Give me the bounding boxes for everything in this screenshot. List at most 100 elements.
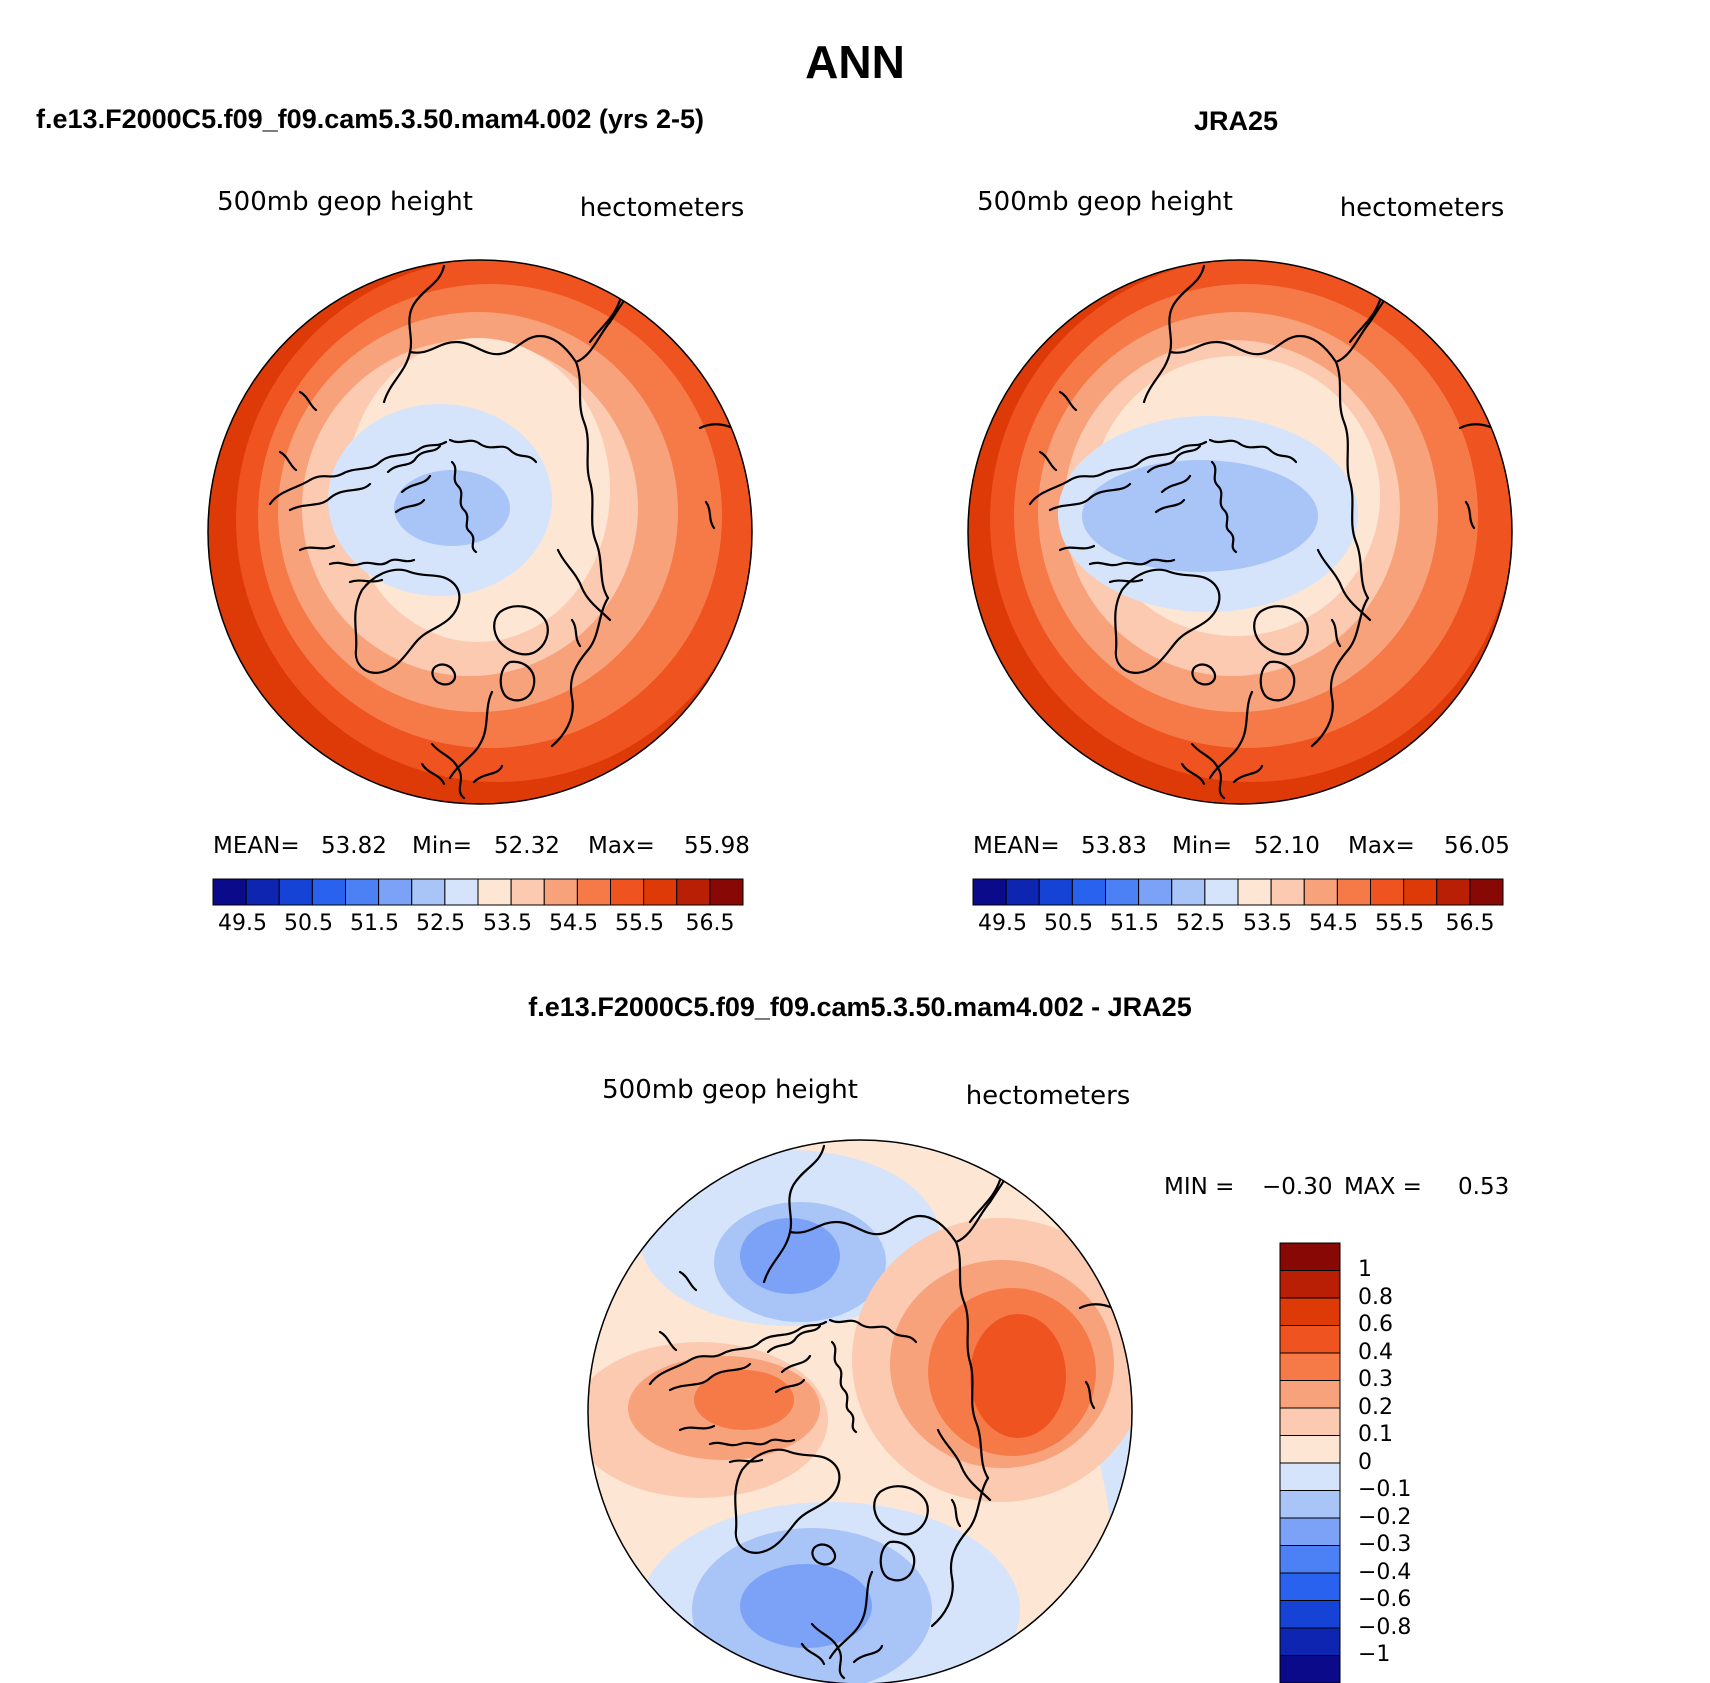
panel-obs-colorbar-swatch bbox=[1303, 878, 1338, 906]
panel-obs-right-label: hectometers bbox=[1340, 193, 1505, 223]
panel-obs-tick: 50.5 bbox=[1044, 911, 1093, 936]
panel-diff-tick: −0.4 bbox=[1358, 1560, 1411, 1585]
panel-model-right-label: hectometers bbox=[580, 193, 745, 223]
panel-diff-contour-fill bbox=[588, 1140, 1132, 1683]
panel-obs-colorbar-swatch bbox=[1005, 878, 1040, 906]
panel-diff-title: f.e13.F2000C5.f09_f09.cam5.3.50.mam4.002… bbox=[528, 992, 1191, 1022]
panel-diff-right-label: hectometers bbox=[966, 1081, 1131, 1111]
panel-diff-colorbar-ticks: 1 0.8 0.6 0.4 0.3 0.2 0.1 0 −0.1 −0.2 −0… bbox=[1358, 1257, 1418, 1667]
panel-obs-stats: MEAN= 53.83 Min= 52.10 Max= 56.05 bbox=[973, 833, 1510, 859]
panel-obs-colorbar-swatch bbox=[1403, 878, 1438, 906]
panel-diff-map bbox=[588, 1140, 1132, 1683]
panel-diff-colorbar-swatch bbox=[1279, 1352, 1341, 1381]
panel-diff-tick: 1 bbox=[1358, 1257, 1372, 1282]
panel-diff-colorbar-swatch bbox=[1279, 1517, 1341, 1546]
panel-diff-stats: MIN = −0.30 MAX = 0.53 bbox=[1164, 1174, 1509, 1200]
panel-model-colorbar-swatch bbox=[610, 878, 645, 906]
panel-model-colorbar-swatch bbox=[245, 878, 280, 906]
panel-diff-tick: 0.6 bbox=[1358, 1312, 1393, 1337]
panel-diff-colorbar-swatch bbox=[1279, 1325, 1341, 1354]
panel-model-max-label: Max= bbox=[588, 833, 655, 859]
panel-model-colorbar-swatch bbox=[676, 878, 711, 906]
panel-obs-tick: 54.5 bbox=[1309, 911, 1358, 936]
panel-model-tick: 56.5 bbox=[686, 911, 735, 936]
panel-obs-title: JRA25 bbox=[1194, 106, 1278, 136]
panel-model-colorbar-swatch bbox=[378, 878, 413, 906]
panel-obs-colorbar-swatch bbox=[1237, 878, 1272, 906]
panel-obs-colorbar-swatch bbox=[1469, 878, 1504, 906]
panel-obs-tick: 53.5 bbox=[1243, 911, 1292, 936]
panel-diff-tick: −0.1 bbox=[1358, 1477, 1411, 1502]
panel-diff-colorbar-swatch bbox=[1279, 1545, 1341, 1574]
panel-model-colorbar-swatch bbox=[345, 878, 380, 906]
panel-obs-colorbar-swatch bbox=[1038, 878, 1073, 906]
panel-model-tick: 51.5 bbox=[350, 911, 399, 936]
panel-obs-map-border bbox=[967, 259, 1513, 805]
panel-diff-max-label: MAX = bbox=[1344, 1174, 1422, 1200]
panel-model-tick: 54.5 bbox=[549, 911, 598, 936]
panel-diff-colorbar-swatch bbox=[1279, 1380, 1341, 1409]
panel-model-tick: 49.5 bbox=[218, 911, 267, 936]
panel-obs-tick: 51.5 bbox=[1110, 911, 1159, 936]
panel-model-colorbar-swatch bbox=[576, 878, 611, 906]
panel-obs-max: 56.05 bbox=[1444, 833, 1510, 859]
panel-obs-min-label: Min= bbox=[1172, 833, 1232, 859]
panel-diff-colorbar-swatch bbox=[1279, 1600, 1341, 1629]
panel-diff-tick: 0 bbox=[1358, 1450, 1372, 1475]
panel-obs-tick: 49.5 bbox=[978, 911, 1027, 936]
panel-obs-colorbar-ticks: 49.5 50.5 51.5 52.5 53.5 54.5 55.5 56.5 bbox=[978, 911, 1494, 936]
panel-diff-tick: 0.1 bbox=[1358, 1422, 1393, 1447]
panel-diff-colorbar-swatch bbox=[1279, 1242, 1341, 1271]
panel-model-colorbar-swatch bbox=[510, 878, 545, 906]
panel-diff-colorbar-swatch bbox=[1279, 1270, 1341, 1299]
panel-model-colorbar-swatch bbox=[444, 878, 479, 906]
panel-obs-colorbar-swatch bbox=[1336, 878, 1371, 906]
panel-obs-colorbar-swatch bbox=[1171, 878, 1206, 906]
panel-obs-colorbar-swatch bbox=[972, 878, 1007, 906]
panel-model-contour-fill bbox=[208, 260, 752, 804]
panel-obs-colorbar-swatch bbox=[1270, 878, 1305, 906]
panel-diff-colorbar-swatch bbox=[1279, 1407, 1341, 1436]
panel-diff-tick: −0.2 bbox=[1358, 1505, 1411, 1530]
panel-obs-left-label: 500mb geop height bbox=[977, 187, 1233, 217]
panel-obs-mean: 53.83 bbox=[1081, 833, 1147, 859]
panel-model-colorbar-swatch bbox=[411, 878, 446, 906]
panel-obs-contour-fill bbox=[968, 260, 1512, 804]
panel-model-stats: MEAN= 53.82 Min= 52.32 Max= 55.98 bbox=[213, 833, 750, 859]
panel-diff-min: −0.30 bbox=[1262, 1174, 1332, 1200]
panel-model-mean: 53.82 bbox=[321, 833, 387, 859]
panel-model-left-label: 500mb geop height bbox=[217, 187, 473, 217]
panel-obs-min: 52.10 bbox=[1254, 833, 1320, 859]
panel-obs-tick: 52.5 bbox=[1176, 911, 1225, 936]
panel-model-colorbar bbox=[212, 878, 744, 906]
panel-obs-colorbar-swatch bbox=[1071, 878, 1106, 906]
panel-diff-colorbar-swatch bbox=[1279, 1572, 1341, 1601]
panel-model: f.e13.F2000C5.f09_f09.cam5.3.50.mam4.002… bbox=[36, 104, 753, 936]
panel-obs-colorbar-swatch bbox=[1138, 878, 1173, 906]
panel-obs-tick: 56.5 bbox=[1446, 911, 1495, 936]
panel-diff-colorbar bbox=[1279, 1242, 1341, 1683]
panel-obs-mean-label: MEAN= bbox=[973, 833, 1060, 859]
panel-diff-colorbar-swatch bbox=[1279, 1490, 1341, 1519]
panel-diff-map-border bbox=[587, 1139, 1133, 1683]
panel-model-colorbar-swatch bbox=[311, 878, 346, 906]
panel-model-colorbar-swatch bbox=[212, 878, 247, 906]
panel-diff-tick: −0.3 bbox=[1358, 1532, 1411, 1557]
figure-title: ANN bbox=[805, 36, 905, 88]
panel-obs-colorbar-swatch bbox=[1105, 878, 1140, 906]
panel-model-tick: 52.5 bbox=[416, 911, 465, 936]
panel-model-colorbar-ticks: 49.5 50.5 51.5 52.5 53.5 54.5 55.5 56.5 bbox=[218, 911, 734, 936]
panel-obs: JRA25 500mb geop height hectometers MEAN… bbox=[967, 106, 1513, 936]
panel-model-colorbar-swatch bbox=[477, 878, 512, 906]
panel-diff-colorbar-swatch bbox=[1279, 1462, 1341, 1491]
panel-model-colorbar-swatch bbox=[643, 878, 678, 906]
panel-diff-min-label: MIN = bbox=[1164, 1174, 1234, 1200]
panel-model-map-border bbox=[207, 259, 753, 805]
panel-diff-tick: 0.3 bbox=[1358, 1367, 1393, 1392]
panel-model-tick: 50.5 bbox=[284, 911, 333, 936]
panel-diff-tick: −0.8 bbox=[1358, 1615, 1411, 1640]
panel-diff-tick: 0.4 bbox=[1358, 1340, 1393, 1365]
panel-model-mean-label: MEAN= bbox=[213, 833, 300, 859]
panel-obs-colorbar-swatch bbox=[1436, 878, 1471, 906]
